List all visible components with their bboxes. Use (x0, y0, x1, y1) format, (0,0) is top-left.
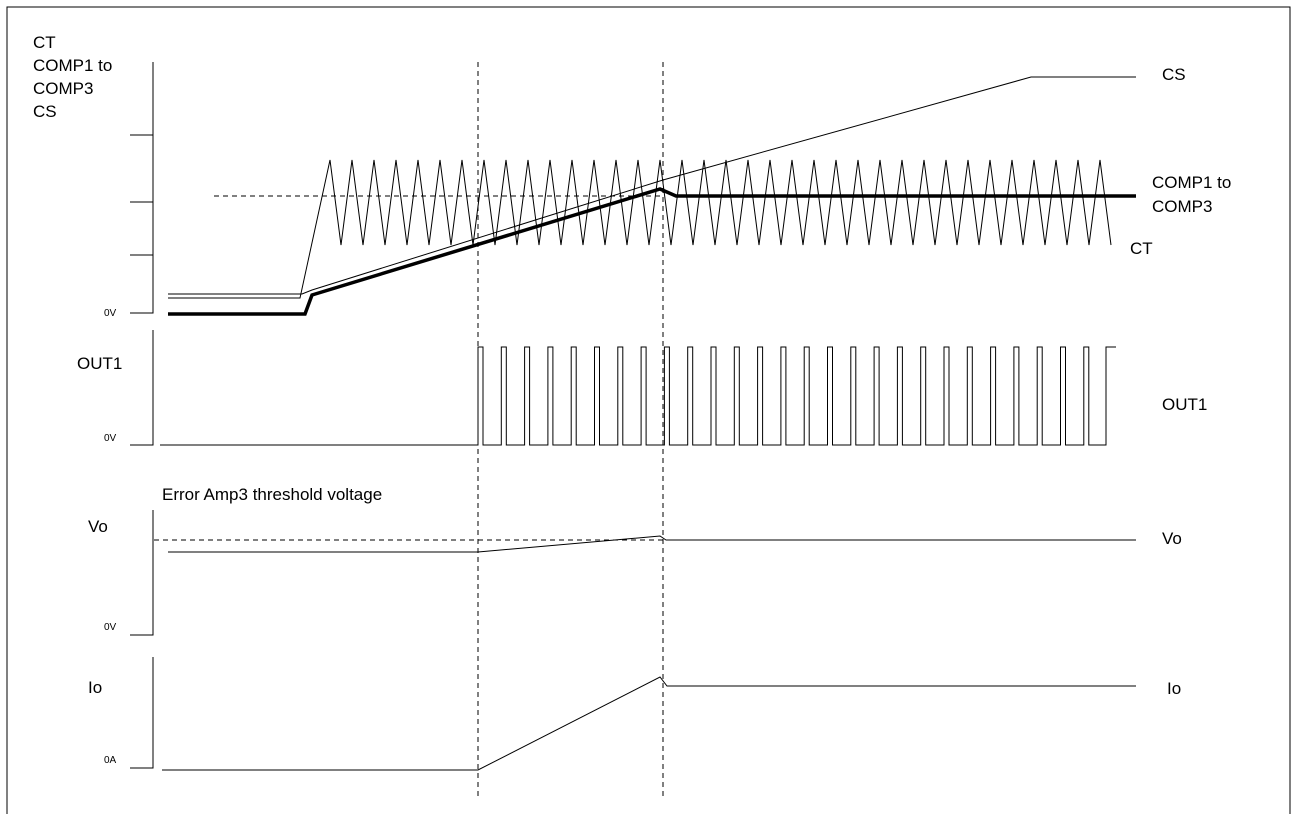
vo-zero-label: 0V (104, 622, 117, 633)
io-panel-axis (130, 657, 154, 769)
out1-panel: OUT1 0V OUT1 (77, 330, 1207, 446)
top-y-label-cs: CS (33, 102, 57, 121)
out1-trace-label: OUT1 (1162, 395, 1207, 414)
vo-trace (168, 535, 1136, 553)
top-panel-axis (130, 62, 154, 314)
top-y-label-comp1-to: COMP1 to (33, 56, 112, 75)
io-y-label: Io (88, 678, 102, 697)
out1-pulse-waveform (160, 346, 1116, 446)
cs-trace (168, 76, 1136, 295)
out1-zero-label: 0V (104, 433, 117, 444)
top-zero-label: 0V (104, 308, 117, 319)
ct-trace-label: CT (1130, 239, 1153, 258)
vo-panel-axis (130, 510, 154, 636)
comp-trace-label-line1: COMP1 to (1152, 173, 1231, 192)
io-zero-label: 0A (104, 755, 117, 766)
top-y-label-ct: CT (33, 33, 56, 52)
comp-trace (168, 187, 1136, 316)
vo-panel: Vo 0V Error Amp3 threshold voltage Vo (88, 485, 1182, 636)
top-panel: CT COMP1 to COMP3 CS 0V CS COMP1 to COMP… (33, 33, 1231, 319)
error-amp3-threshold-label: Error Amp3 threshold voltage (162, 485, 382, 504)
out1-panel-axis (130, 330, 154, 446)
comp-trace-label-line2: COMP3 (1152, 197, 1212, 216)
io-panel: Io 0A Io (88, 657, 1181, 771)
io-trace (162, 676, 1136, 771)
ct-triangle-wave (168, 159, 1112, 299)
cs-trace-label: CS (1162, 65, 1186, 84)
top-y-label-comp3: COMP3 (33, 79, 93, 98)
vo-trace-label: Vo (1162, 529, 1182, 548)
frame (6, 6, 1291, 814)
io-trace-label: Io (1167, 679, 1181, 698)
out1-y-label: OUT1 (77, 354, 122, 373)
vo-y-label: Vo (88, 517, 108, 536)
